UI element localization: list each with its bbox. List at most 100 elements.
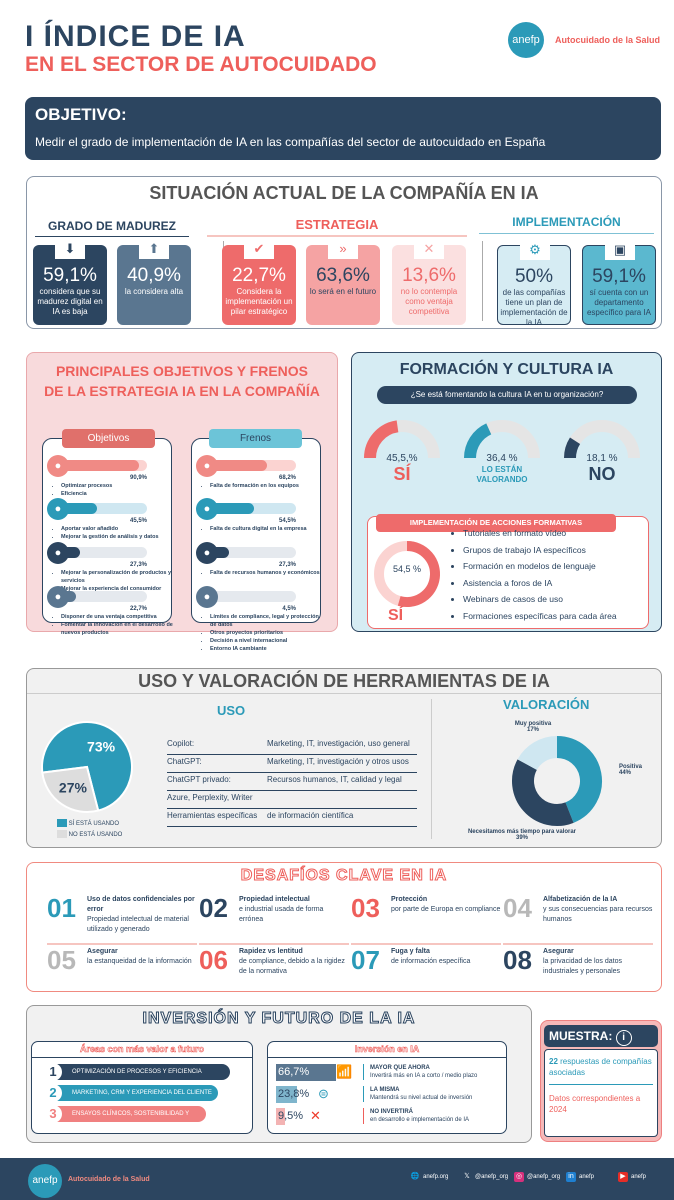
social-link[interactable]: in anefp: [566, 1172, 594, 1182]
principales-title: PRINCIPALES OBJETIVOS Y FRENOS DE LA ESTR…: [44, 363, 320, 399]
desafio-text: e industrial usada de forma errónea: [239, 906, 324, 923]
people-network-icon: ●: [196, 498, 218, 520]
network-icon: ●: [47, 542, 69, 564]
instagram-icon: ◎: [514, 1172, 524, 1182]
muestra-panel: MUESTRA: i 22 respuestas de compañías as…: [540, 1020, 662, 1142]
bar-pct: 27,3%: [129, 562, 147, 568]
ai-chip-icon: ▣: [605, 240, 635, 260]
youtube-icon: ▶: [618, 1172, 628, 1182]
bar-track: [204, 591, 296, 602]
bar-pct: 27,3%: [278, 562, 296, 568]
gauge-value: 18,1 %: [586, 453, 618, 464]
footer-tagline: Autocuidado de la Salud: [68, 1176, 150, 1183]
inversion-pct: 23,8%: [278, 1088, 310, 1100]
social-link[interactable]: 𝕏 @anefp_org: [462, 1172, 508, 1182]
donut-segment: [556, 736, 602, 823]
desafio-text: la estanqueidad de la información: [87, 958, 192, 965]
social-link[interactable]: 🌐 anefp.org: [410, 1173, 449, 1180]
bullet: Optimizar procesos: [61, 482, 173, 490]
implementacion-title: IMPLEMENTACIÓN: [479, 215, 654, 234]
social-link[interactable]: ◎ @anefp_org: [514, 1172, 561, 1182]
arrow-up-icon: ⬆: [139, 239, 169, 259]
accion-item: Grupos de trabajo IA específicos: [463, 542, 617, 559]
bar-track: [55, 547, 147, 558]
inversion-text: MAYOR QUE AHORA Invertirá más en IA a cor…: [363, 1064, 477, 1080]
muestra-datos: Datos correspondientes a 2024: [549, 1094, 641, 1114]
bullet: Falta de cultura digital en la empresa: [210, 525, 322, 533]
objetivo-title: OBJETIVO:: [35, 105, 127, 124]
training-icon: ●: [196, 455, 218, 477]
desafio-heading: Asegurar: [87, 948, 118, 955]
acciones-pct: 54,5 %: [392, 564, 422, 574]
objetivos-tab: Objetivos: [62, 429, 155, 448]
bullet: Mejorar la gestión de análisis y datos: [61, 533, 173, 541]
growth-chart-icon: ●: [47, 498, 69, 520]
arrow-down-icon: ⬇: [55, 239, 85, 259]
desafio-number: 03: [351, 893, 380, 923]
inversion-bar: [276, 1064, 337, 1081]
bar-track: [55, 503, 147, 514]
inversion-bar: [276, 1086, 298, 1103]
social-link[interactable]: ▶ anefp: [618, 1172, 646, 1182]
gauge-caption: LO ESTÁN VALORANDO: [476, 465, 528, 484]
estrategia-card-pilar: ✔ 22,7% Considera la implementación un pil…: [222, 239, 296, 325]
ring-fill: [397, 541, 440, 607]
equals-icon: ⊜: [318, 1086, 329, 1101]
area-rank: 2: [44, 1084, 62, 1102]
tool-use: Recursos humanos, IT, calidad y legal: [267, 775, 402, 784]
desafio-text: la privacidad de los datos industriales …: [543, 958, 622, 975]
gauge-fill: [464, 423, 492, 459]
donut-segment: [512, 759, 574, 826]
bullet: Falta de recursos humanos y económicos: [210, 569, 322, 577]
area-item: 2 MARKETING, CRM Y EXPERIENCIA DEL CLIENT…: [44, 1084, 218, 1102]
desafio-text: de información específica: [391, 958, 471, 965]
area-item: 3 ENSAYOS CLÍNICOS, SOSTENIBILIDAD Y CIEN…: [44, 1105, 206, 1133]
bar-pct: 45,5%: [129, 518, 147, 524]
desafio-heading: Alfabetización de la IA: [543, 896, 618, 903]
bullet-list: Aportar valor añadidoMejorar la gestión …: [55, 525, 173, 541]
tool-use: Marketing, IT, investigación y otros uso…: [267, 757, 409, 766]
principales-panel: PRINCIPALES OBJETIVOS Y FRENOS DE LA ESTR…: [26, 352, 338, 652]
inversion-box: Inversión en IA 66,7% 📶 MAYOR QUE AHORA Inv…: [267, 1041, 507, 1134]
desafio-number: 02: [199, 893, 228, 923]
area-label: ENSAYOS CLÍNICOS, SOSTENIBILIDAD Y CIENC…: [72, 1111, 190, 1133]
donut-label-muy-positiva: Muy positiva 17%: [514, 721, 552, 733]
footer-logo: anefp: [28, 1164, 62, 1198]
tool-name: ChatGPT:: [167, 757, 202, 766]
info-icon: i: [615, 1030, 632, 1046]
gauge-fill: [564, 437, 581, 459]
valoracion-donut: [512, 736, 602, 826]
muestra-box: 22 respuestas de compañías asociadas Dat…: [544, 1049, 658, 1137]
gauge-value: 36,4 %: [486, 453, 518, 464]
x-icon: ✕: [310, 1108, 321, 1123]
tool-row: ChatGPT: Marketing, IT, investigación y o…: [167, 757, 417, 773]
inversion-title: INVERSIÓN Y FUTURO DE LA IA: [142, 1010, 416, 1028]
tool-row: Copilot: Marketing, IT, investigación, us…: [167, 739, 417, 755]
estrategia-title: ESTRATEGIA: [207, 217, 467, 237]
areas-box: Áreas con más valor a futuro 1 OPTIMIZACI…: [31, 1041, 253, 1134]
formacion-title: FORMACIÓN Y CULTURA IA: [399, 361, 614, 378]
madurez-title: GRADO DE MADUREZ: [35, 219, 189, 237]
inversion-text: NO INVERTIRÁ en desarrollo e implementaci…: [363, 1108, 469, 1124]
tool-name: Azure, Perplexity, Writer: [167, 793, 253, 802]
bar-pct: 54,5%: [278, 518, 296, 524]
uso-subtitle: USO: [217, 703, 246, 718]
page-title: I ÍNDICE DE IA: [25, 20, 246, 53]
desafio-heading: Rapidez vs lentitud: [239, 948, 303, 955]
globe-icon: 🌐: [410, 1173, 420, 1180]
desafio-number: 05: [47, 945, 76, 975]
tool-row: ChatGPT privado: Recursos humanos, IT, ca…: [167, 775, 417, 791]
more-icon: ●: [196, 586, 218, 608]
accion-item: Formación en modelos de lenguaje: [463, 558, 617, 575]
chevrons-icon: »: [328, 239, 358, 259]
bullet: Disponer de una ventaja competitiva: [61, 613, 173, 621]
desafio-number: 04: [503, 893, 532, 923]
lightbulb-icon: ●: [47, 586, 69, 608]
inversion-pct: 9,5%: [278, 1110, 304, 1122]
desafio-number: 06: [199, 945, 228, 975]
check-icon: ✔: [244, 239, 274, 259]
objetivo-text: Medir el grado de implementación de IA e…: [35, 135, 546, 149]
bar-fill: [204, 503, 255, 514]
donut-segment: [517, 736, 558, 771]
anefp-logo: anefp: [508, 22, 544, 58]
